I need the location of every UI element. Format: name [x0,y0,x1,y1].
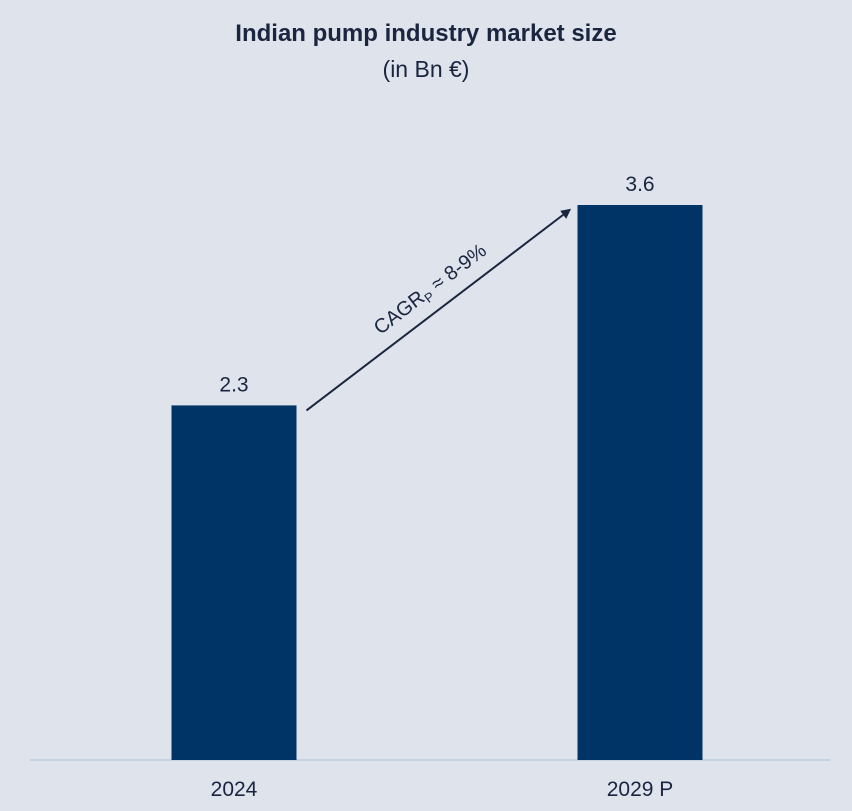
cagr-annotation: CAGRP ≈ 8-9% [305,208,572,412]
cagr-label: CAGRP ≈ 8-9% [370,240,492,341]
labels-layer: 2.3 2024 3.6 2029 P [211,173,674,801]
cagr-arrow [305,208,572,412]
bars-layer [171,205,703,760]
x-tick-label-2029-p: 2029 P [607,778,674,801]
data-label-2024: 2.3 [219,373,248,396]
x-tick-label-2024: 2024 [211,778,258,801]
data-label-2029-p: 3.6 [625,173,654,196]
bar-2024 [171,405,297,760]
chart-title: Indian pump industry market size [235,20,617,47]
bar-2029-p [577,205,703,760]
chart-subtitle: (in Bn €) [382,56,470,82]
